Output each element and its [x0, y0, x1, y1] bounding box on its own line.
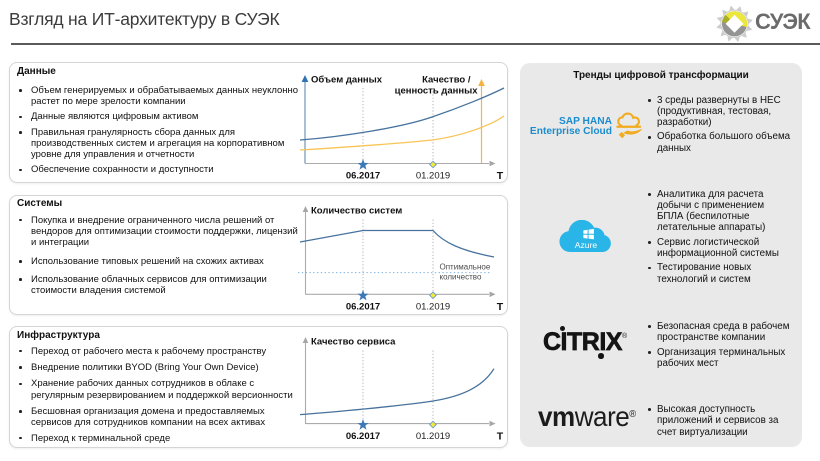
svg-text:06.2017: 06.2017	[346, 302, 380, 313]
svg-text:T: T	[497, 430, 504, 442]
svg-text:Количество систем: Количество систем	[311, 206, 402, 217]
svg-text:ценность данных: ценность данных	[395, 86, 479, 97]
svg-text:Оптимальное: Оптимальное	[440, 263, 491, 272]
svg-text:01.2019: 01.2019	[416, 302, 450, 313]
svg-text:01.2019: 01.2019	[416, 171, 450, 182]
svg-text:01.2019: 01.2019	[416, 431, 450, 442]
svg-text:T: T	[497, 170, 504, 181]
svg-text:Azure: Azure	[575, 240, 598, 250]
svg-text:Качество /: Качество /	[422, 75, 471, 86]
svg-text:количество: количество	[440, 272, 482, 281]
svg-text:06.2017: 06.2017	[346, 431, 380, 442]
svg-text:Качество сервиса: Качество сервиса	[311, 337, 396, 348]
svg-text:Объем данных: Объем данных	[311, 75, 383, 86]
svg-text:06.2017: 06.2017	[346, 171, 380, 182]
svg-text:T: T	[497, 301, 504, 313]
